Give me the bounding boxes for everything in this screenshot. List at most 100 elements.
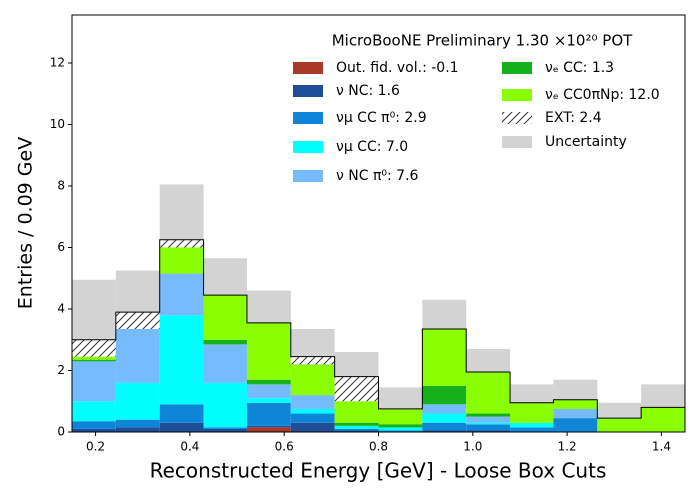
histogram-bar: [641, 407, 685, 432]
histogram-bar: [72, 356, 116, 360]
histogram-bar: [422, 430, 467, 432]
legend-swatch: [293, 112, 323, 124]
histogram-bar: [466, 413, 511, 417]
histogram-bar: [378, 408, 423, 425]
histogram-bar: [378, 427, 423, 431]
histogram-bar: [334, 428, 379, 431]
histogram-bar: [553, 408, 598, 419]
x-tick-label: 0.6: [275, 440, 294, 454]
total-outline: [72, 239, 685, 432]
histogram-bar: [115, 382, 160, 420]
histogram-bar: [466, 372, 511, 414]
chart-title: MicroBooNE Preliminary 1.30 ×10²⁰ POT: [332, 32, 633, 50]
histogram-bar: [466, 416, 511, 423]
histogram-bar: [290, 364, 335, 396]
histogram-bar: [203, 339, 247, 345]
histogram-bar: [466, 424, 511, 431]
histogram-bar: [510, 402, 554, 423]
x-tick-label: 0.2: [86, 440, 105, 454]
legend-swatch: [293, 141, 323, 153]
histogram-bar: [115, 312, 160, 329]
legend-label: νμ CC: 7.0: [336, 139, 408, 155]
histogram-bar: [290, 356, 335, 365]
histogram-bar: [115, 328, 160, 383]
y-tick-label: 8: [57, 178, 65, 192]
x-tick-label: 0.8: [369, 440, 388, 454]
histogram-bar: [246, 398, 291, 403]
x-axis-label: Reconstructed Energy [GeV] - Loose Box C…: [150, 459, 607, 483]
histogram-bar: [334, 430, 379, 432]
histogram-bar: [72, 401, 116, 422]
histogram-bar: [246, 425, 291, 428]
legend-label: νₑ CC: 1.3: [545, 60, 614, 76]
legend-label: ν NC: 1.6: [336, 83, 400, 99]
histogram-bar: [246, 379, 291, 385]
legend-swatch: [293, 170, 323, 182]
legend-label: Uncertainty: [545, 134, 627, 150]
histogram-bar: [422, 328, 467, 386]
histogram-bar: [422, 413, 467, 423]
histogram-bar: [510, 427, 554, 432]
histogram-bar: [334, 376, 379, 402]
histogram-bar: [290, 408, 335, 414]
histogram-bar: [115, 427, 160, 432]
y-tick-label: 4: [57, 301, 65, 315]
histogram-bar: [159, 247, 204, 274]
histogram-bar: [203, 427, 247, 429]
histogram-bar: [510, 422, 554, 428]
histogram-bar: [334, 422, 379, 426]
legend-label: EXT: 2.4: [545, 110, 602, 126]
legend-swatch: [502, 136, 532, 148]
y-tick-label: 12: [50, 55, 65, 69]
histogram-bar: [203, 295, 247, 340]
legend-swatch: [293, 62, 323, 74]
legend-swatch: [293, 85, 323, 97]
y-tick-label: 10: [50, 117, 65, 131]
histogram-bar: [422, 422, 467, 431]
legend-label: Out. fid. vol.: -0.1: [336, 60, 459, 76]
histogram-bar: [290, 413, 335, 423]
x-tick-label: 1.4: [652, 440, 671, 454]
y-tick-label: 0: [57, 425, 65, 439]
histogram-bar: [72, 361, 116, 402]
histogram-bar: [246, 322, 291, 380]
histogram-bar: [334, 401, 379, 423]
histogram-bar: [159, 422, 204, 432]
plot-area: [72, 184, 685, 432]
histogram-bar: [246, 402, 291, 426]
legend-label: ν NC π⁰: 7.6: [336, 168, 419, 184]
histogram-bar: [466, 430, 511, 432]
histogram-bar: [466, 422, 511, 425]
histogram-bar: [159, 404, 204, 423]
x-tick-label: 0.4: [180, 440, 199, 454]
histogram-bar: [246, 384, 291, 399]
legend: Out. fid. vol.: -0.1 ν NC: 1.6 νμ CC π⁰: 2…: [293, 60, 660, 184]
histogram-bar: [422, 404, 467, 414]
legend-label: νμ CC π⁰: 2.9: [336, 110, 427, 126]
x-tick-label: 1.0: [463, 440, 482, 454]
histogram-bar: [203, 382, 247, 428]
histogram-bar: [203, 428, 247, 432]
histogram-bar: [203, 344, 247, 383]
legend-label: νₑ CC0πNp: 12.0: [545, 87, 660, 103]
histogram-bar: [553, 418, 598, 432]
y-tick-label: 2: [57, 363, 65, 377]
histogram-bar: [72, 339, 116, 357]
legend-swatch: [502, 89, 532, 101]
histogram-bar: [159, 315, 204, 405]
histogram-bar: [159, 239, 204, 248]
histogram-bar: [72, 421, 116, 429]
histogram-bar: [378, 430, 423, 432]
x-tick-label: 1.2: [558, 440, 577, 454]
histogram-bar: [290, 395, 335, 409]
y-tick-label: 6: [57, 240, 65, 254]
histogram-bar: [378, 424, 423, 428]
histogram-bar: [72, 428, 116, 432]
histogram-bar: [422, 385, 467, 405]
histogram-bar: [159, 273, 204, 316]
histogram-bar: [597, 418, 642, 432]
histogram-bar: [553, 399, 598, 409]
legend-swatch: [502, 112, 532, 124]
